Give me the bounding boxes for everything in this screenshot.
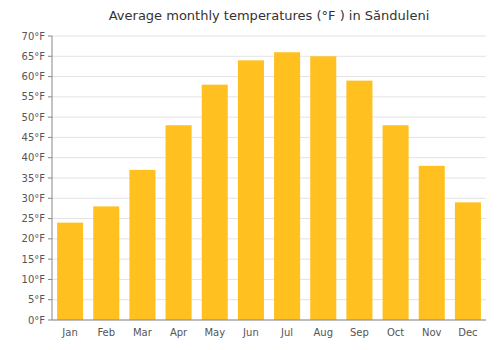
- tick-label: 15°F: [22, 254, 46, 265]
- grid-line: [52, 36, 486, 37]
- bars: [57, 52, 481, 320]
- tick-mark: [48, 259, 52, 260]
- tick-label: 65°F: [22, 51, 46, 62]
- tick-mark: [48, 117, 52, 118]
- x-axis-line: [52, 320, 486, 321]
- bar: [129, 170, 155, 320]
- tick-label: May: [204, 327, 225, 338]
- tick-label: 45°F: [22, 132, 46, 143]
- bar: [166, 125, 192, 320]
- bar: [455, 202, 481, 320]
- tick-label: Apr: [170, 327, 188, 338]
- bar: [238, 60, 264, 320]
- tick-mark: [48, 96, 52, 97]
- grid-line: [52, 96, 486, 97]
- grid: [52, 36, 486, 320]
- tick-mark: [48, 299, 52, 300]
- tick-label: 60°F: [22, 71, 46, 82]
- tick-label: 40°F: [22, 152, 46, 163]
- tick-label: Jul: [280, 327, 293, 338]
- x-axis: Jan Feb Mar Apr May Jun Jul Aug Sep Oct Nov Dec: [61, 327, 477, 338]
- bar: [93, 206, 119, 320]
- tick-label: 70°F: [22, 31, 46, 42]
- grid-line: [52, 76, 486, 77]
- bar: [346, 81, 372, 320]
- bar: [383, 125, 409, 320]
- title: Average monthly temperatures (°F ) in Să…: [109, 8, 430, 23]
- tick-label: 5°F: [28, 294, 45, 305]
- bar: [274, 52, 300, 320]
- tick-mark: [48, 320, 52, 321]
- tick-mark: [48, 178, 52, 179]
- tick-label: Nov: [422, 327, 442, 338]
- tick-label: Jun: [242, 327, 259, 338]
- y-axis: 0°F 5°F 10°F 15°F 20°F 25°F 30°F 35°F 40°F 45°F 50…: [22, 31, 52, 326]
- tick-label: Sep: [350, 327, 369, 338]
- tick-mark: [48, 198, 52, 199]
- tick-label: 25°F: [22, 213, 46, 224]
- bar: [202, 85, 228, 320]
- grid-line: [52, 117, 486, 118]
- y-axis-line: [52, 36, 53, 320]
- tick-label: 50°F: [22, 112, 46, 123]
- tick-label: Dec: [458, 327, 477, 338]
- bar: [419, 166, 445, 320]
- tick-label: 55°F: [22, 91, 46, 102]
- bar: [310, 56, 336, 320]
- tick-mark: [48, 137, 52, 138]
- tick-label: Oct: [387, 327, 404, 338]
- tick-mark: [48, 36, 52, 37]
- grid-line: [52, 56, 486, 57]
- grid-line: [52, 137, 486, 138]
- chart: Average monthly temperatures (°F ) in Să…: [0, 0, 500, 350]
- tick-label: 0°F: [28, 315, 45, 326]
- tick-mark: [48, 238, 52, 239]
- grid-line: [52, 320, 486, 321]
- tick-label: Jan: [61, 327, 77, 338]
- grid-line: [52, 157, 486, 158]
- tick-label: 10°F: [22, 274, 46, 285]
- tick-label: Mar: [133, 327, 153, 338]
- tick-label: Feb: [97, 327, 115, 338]
- tick-label: Aug: [313, 327, 333, 338]
- tick-mark: [48, 279, 52, 280]
- tick-label: 35°F: [22, 173, 46, 184]
- tick-mark: [48, 218, 52, 219]
- tick-mark: [48, 76, 52, 77]
- tick-mark: [48, 157, 52, 158]
- tick-label: 20°F: [22, 233, 46, 244]
- bar: [57, 223, 83, 320]
- tick-label: 30°F: [22, 193, 46, 204]
- tick-mark: [48, 56, 52, 57]
